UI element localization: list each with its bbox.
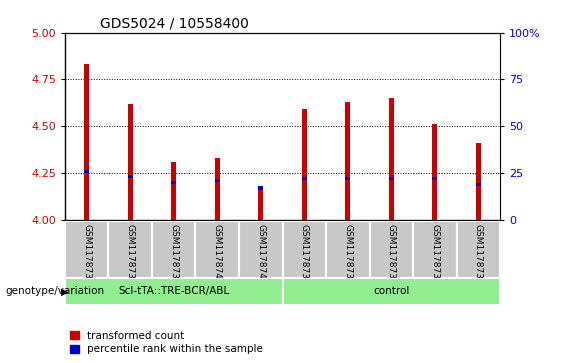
Bar [413, 221, 457, 278]
Bar [108, 221, 152, 278]
Text: GSM1178739: GSM1178739 [170, 224, 178, 285]
Text: GSM1178737: GSM1178737 [82, 224, 91, 285]
Bar [370, 221, 413, 278]
Bar [171, 181, 176, 184]
Text: ▶: ▶ [61, 286, 68, 297]
Bar [476, 143, 481, 220]
Bar [258, 186, 263, 190]
Bar [302, 109, 307, 220]
Text: GSM1178738: GSM1178738 [126, 224, 134, 285]
Bar [282, 278, 500, 305]
Bar [65, 278, 282, 305]
Bar [457, 221, 500, 278]
Bar [258, 186, 263, 220]
Text: GDS5024 / 10558400: GDS5024 / 10558400 [100, 16, 249, 30]
Bar [84, 65, 89, 220]
Bar [345, 102, 350, 220]
Bar [215, 158, 220, 220]
Bar [432, 177, 437, 180]
Bar [389, 177, 394, 180]
Text: GSM1178735: GSM1178735 [431, 224, 439, 285]
Bar [171, 162, 176, 220]
Bar [432, 124, 437, 220]
Text: control: control [373, 286, 410, 296]
Bar [152, 221, 195, 278]
Legend: transformed count, percentile rank within the sample: transformed count, percentile rank withi… [70, 331, 263, 354]
Bar [476, 183, 481, 186]
Bar [128, 104, 133, 220]
Bar [282, 221, 326, 278]
Text: GSM1178734: GSM1178734 [387, 224, 396, 285]
Bar [326, 221, 370, 278]
Bar [65, 221, 108, 278]
Text: GSM1178741: GSM1178741 [257, 224, 265, 285]
Text: genotype/variation: genotype/variation [6, 286, 105, 297]
Bar [345, 177, 350, 180]
Bar [84, 170, 89, 173]
Bar [239, 221, 282, 278]
Text: GSM1178732: GSM1178732 [300, 224, 308, 285]
Text: GSM1178736: GSM1178736 [474, 224, 483, 285]
Bar [302, 177, 307, 180]
Bar [128, 175, 133, 179]
Bar [389, 98, 394, 220]
Text: GSM1178733: GSM1178733 [344, 224, 352, 285]
Bar [195, 221, 239, 278]
Text: ScI-tTA::TRE-BCR/ABL: ScI-tTA::TRE-BCR/ABL [118, 286, 229, 296]
Bar [215, 179, 220, 182]
Text: GSM1178740: GSM1178740 [213, 224, 221, 285]
